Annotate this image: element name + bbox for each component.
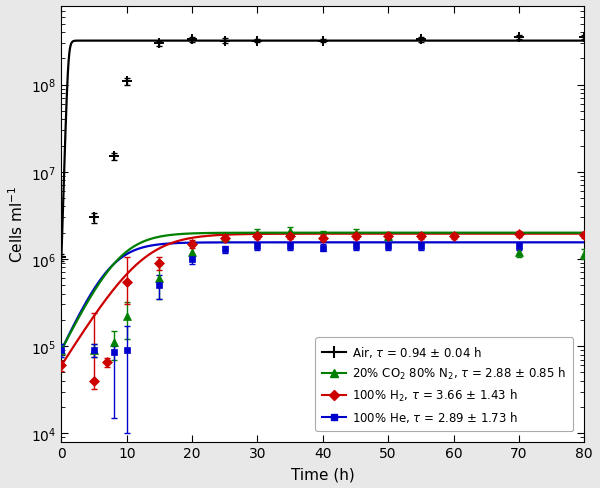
X-axis label: Time (h): Time (h) bbox=[291, 466, 355, 481]
Legend: Air, $\tau$ = 0.94 ± 0.04 h, 20% CO$_2$ 80% N$_2$, $\tau$ = 2.88 ± 0.85 h, 100% : Air, $\tau$ = 0.94 ± 0.04 h, 20% CO$_2$ … bbox=[316, 338, 573, 431]
Y-axis label: Cells ml$^{-1}$: Cells ml$^{-1}$ bbox=[7, 186, 26, 263]
